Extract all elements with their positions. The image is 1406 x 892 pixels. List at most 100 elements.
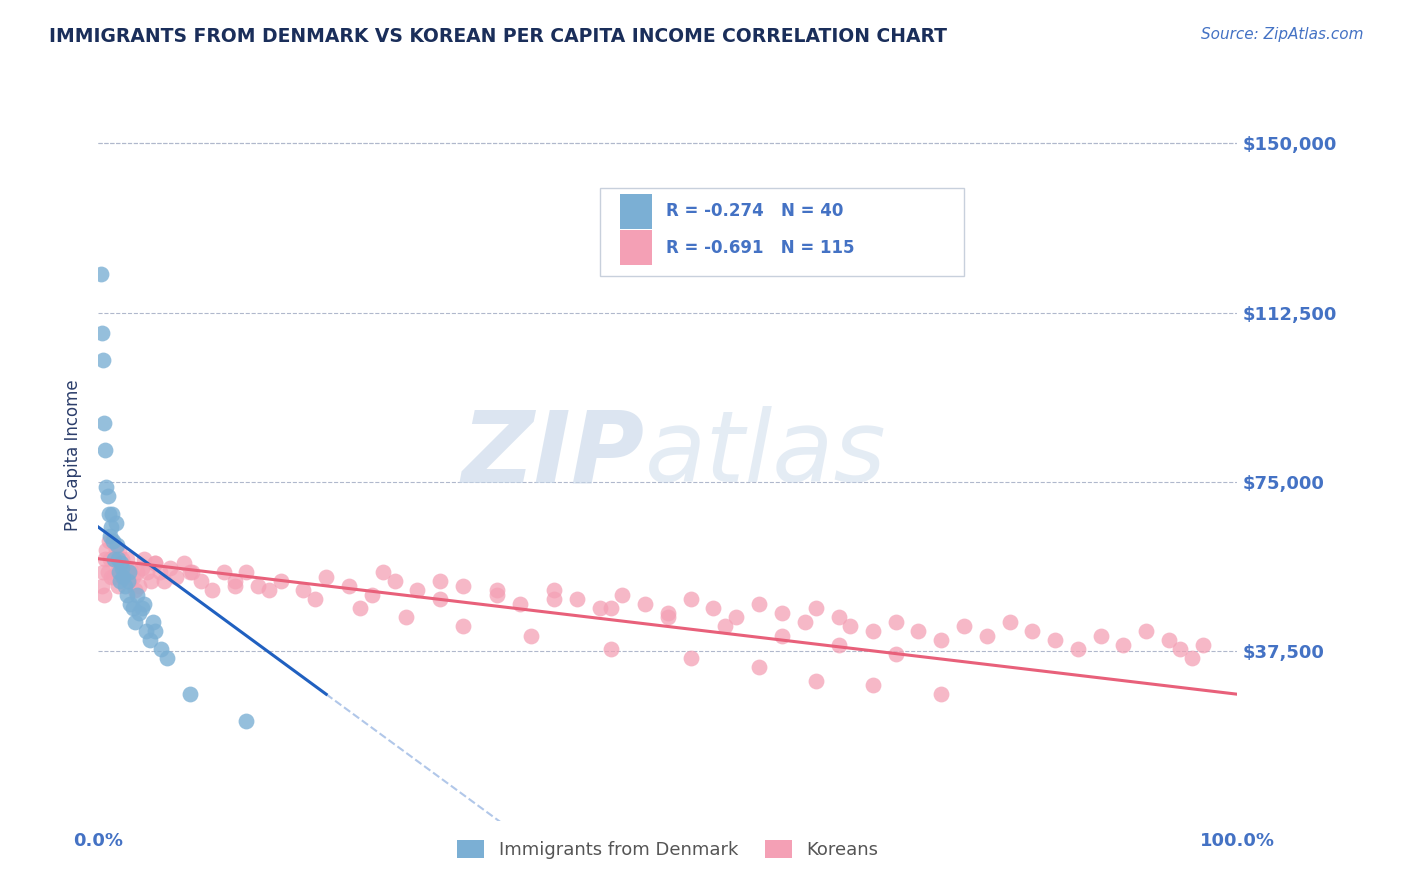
Point [929, 687, 952, 701]
Point [105, 566, 128, 580]
Point [770, 628, 793, 642]
Point [657, 610, 679, 624]
Point [108, 556, 131, 570]
Point [100, 570, 122, 584]
Point [145, 556, 167, 570]
Point [117, 574, 139, 589]
Point [384, 574, 406, 589]
Point [907, 624, 929, 638]
Point [748, 597, 770, 611]
Point [103, 570, 125, 584]
Point [96, 489, 118, 503]
Point [90, 579, 112, 593]
Point [600, 642, 623, 657]
Point [135, 624, 157, 638]
Point [131, 561, 153, 575]
Point [679, 592, 702, 607]
Point [395, 610, 418, 624]
Point [976, 628, 998, 642]
Point [1043, 633, 1066, 648]
Point [108, 574, 131, 589]
Point [486, 588, 509, 602]
Point [406, 583, 429, 598]
Text: atlas: atlas [645, 407, 887, 503]
Point [179, 687, 201, 701]
Point [114, 579, 136, 593]
Point [149, 566, 172, 580]
Point [588, 601, 610, 615]
Point [201, 583, 224, 598]
Point [120, 561, 142, 575]
Point [90, 326, 112, 340]
Point [114, 561, 136, 575]
Point [128, 606, 150, 620]
Point [1181, 651, 1204, 665]
Point [93, 417, 115, 431]
FancyBboxPatch shape [620, 230, 652, 266]
Point [451, 619, 474, 633]
Point [101, 533, 124, 548]
Text: Source: ZipAtlas.com: Source: ZipAtlas.com [1201, 27, 1364, 42]
Point [93, 588, 115, 602]
Point [118, 566, 141, 580]
Point [131, 601, 153, 615]
Point [371, 566, 394, 580]
Point [159, 561, 181, 575]
Point [107, 551, 129, 566]
Point [90, 268, 112, 282]
Point [429, 574, 451, 589]
FancyBboxPatch shape [620, 194, 652, 229]
Point [103, 533, 125, 548]
Point [111, 561, 134, 575]
Point [884, 647, 907, 661]
Point [112, 570, 135, 584]
Point [565, 592, 588, 607]
Point [509, 597, 531, 611]
Text: ZIP: ZIP [463, 407, 645, 503]
Point [107, 579, 129, 593]
FancyBboxPatch shape [599, 188, 965, 276]
Point [543, 583, 565, 598]
Point [132, 551, 155, 566]
Point [94, 443, 117, 458]
Point [127, 566, 149, 580]
Point [118, 574, 141, 589]
Point [224, 574, 246, 589]
Point [270, 574, 292, 589]
Point [520, 628, 543, 642]
Point [98, 529, 121, 543]
Point [173, 556, 195, 570]
Point [235, 566, 257, 580]
Point [165, 570, 187, 584]
Point [1192, 638, 1215, 652]
Text: R = -0.274   N = 40: R = -0.274 N = 40 [665, 202, 844, 220]
Point [180, 566, 202, 580]
Point [235, 714, 257, 729]
Point [1112, 638, 1135, 652]
Point [292, 583, 315, 598]
Point [725, 610, 748, 624]
Point [96, 542, 118, 557]
Point [121, 570, 143, 584]
Point [127, 588, 149, 602]
Point [793, 615, 815, 629]
Point [136, 566, 159, 580]
Point [828, 610, 851, 624]
Point [105, 538, 128, 552]
Point [770, 606, 793, 620]
Point [124, 583, 146, 598]
Point [104, 516, 127, 530]
Text: IMMIGRANTS FROM DENMARK VS KOREAN PER CAPITA INCOME CORRELATION CHART: IMMIGRANTS FROM DENMARK VS KOREAN PER CA… [49, 27, 948, 45]
Y-axis label: Per Capita Income: Per Capita Income [65, 379, 83, 531]
Point [110, 566, 132, 580]
Point [998, 615, 1021, 629]
Point [804, 673, 827, 688]
Point [702, 601, 724, 615]
Point [112, 566, 135, 580]
Point [1090, 628, 1112, 642]
Point [884, 615, 907, 629]
Point [360, 588, 382, 602]
Point [115, 551, 138, 566]
Legend: Immigrants from Denmark, Koreans: Immigrants from Denmark, Koreans [450, 832, 886, 866]
Point [543, 592, 565, 607]
